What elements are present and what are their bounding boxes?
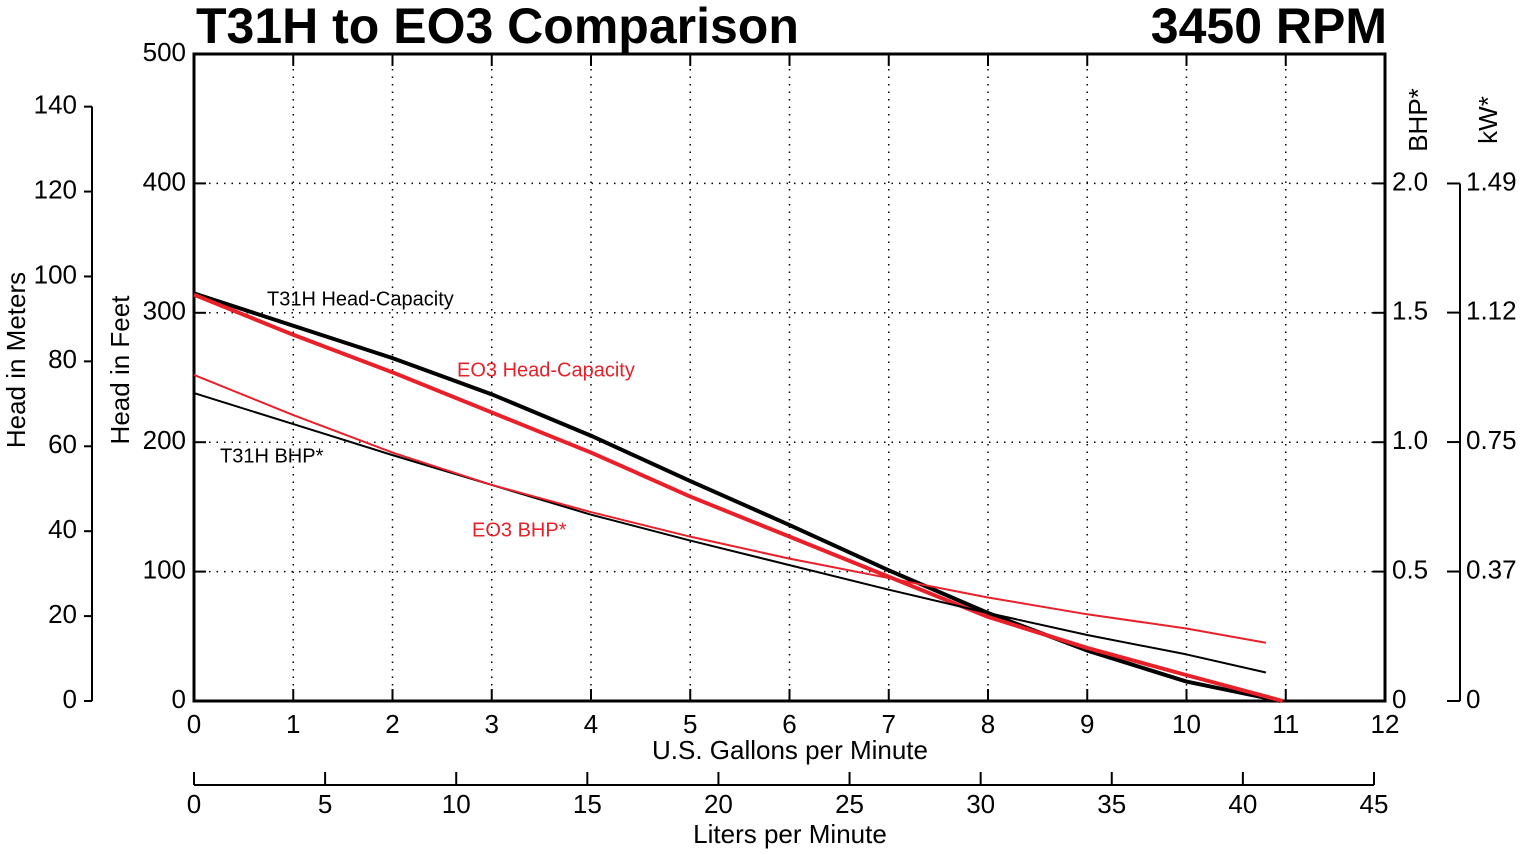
x2-tick-label: 45 (1360, 789, 1389, 819)
y-meters-tick-label: 60 (48, 429, 77, 459)
x-tick-label: 4 (584, 709, 598, 739)
y2-tick-label: 1.0 (1392, 425, 1428, 455)
x-tick-label: 3 (485, 709, 499, 739)
y-meters-tick-label: 0 (63, 684, 77, 714)
plot-frame (192, 52, 1387, 703)
y-tick-label: 400 (143, 166, 186, 196)
x-tick-label: 1 (286, 709, 300, 739)
y2-axis-label: BHP* (1403, 88, 1433, 152)
y3-tick-label: 0 (1466, 684, 1480, 714)
y-axis-label: Head in Feet (105, 295, 135, 445)
series-label: EO3 BHP* (472, 519, 567, 541)
x2-tick-label: 20 (704, 789, 733, 819)
y-meters-tick-label: 120 (34, 174, 77, 204)
y2-tick-label: 1.5 (1392, 296, 1428, 326)
y-meters-tick-label: 80 (48, 344, 77, 374)
y-tick-label: 200 (143, 425, 186, 455)
x-tick-label: 8 (981, 709, 995, 739)
x2-tick-label: 40 (1228, 789, 1257, 819)
chart-subtitle: 3450 RPM (1151, 0, 1387, 54)
y3-tick-label: 0.37 (1466, 554, 1517, 584)
x-tick-label: 12 (1371, 709, 1400, 739)
y-meters-tick-label: 20 (48, 599, 77, 629)
y-meters-axis-label: Head in Meters (1, 272, 31, 448)
y2-tick-label: 2.0 (1392, 166, 1428, 196)
y-tick-label: 500 (143, 37, 186, 67)
x-axis-label: U.S. Gallons per Minute (652, 735, 928, 765)
x-tick-label: 9 (1080, 709, 1094, 739)
y-meters-tick-label: 140 (34, 90, 77, 120)
x2-tick-label: 35 (1097, 789, 1126, 819)
y3-tick-label: 1.49 (1466, 166, 1517, 196)
x-tick-label: 6 (782, 709, 796, 739)
y3-axis-label: kW* (1473, 96, 1503, 144)
x-tick-label: 10 (1172, 709, 1201, 739)
x2-tick-label: 15 (573, 789, 602, 819)
x-tick-label: 7 (882, 709, 896, 739)
y3-tick-label: 0.75 (1466, 425, 1517, 455)
x2-axis-label: Liters per Minute (693, 819, 887, 849)
y-tick-label: 0 (172, 684, 186, 714)
series-label: EO3 Head-Capacity (457, 359, 635, 381)
chart-title: T31H to EO3 Comparison (196, 0, 799, 54)
x-tick-label: 5 (683, 709, 697, 739)
y-tick-label: 100 (143, 554, 186, 584)
y2-tick-label: 0 (1392, 684, 1406, 714)
y2-tick-label: 0.5 (1392, 554, 1428, 584)
x-tick-label: 2 (385, 709, 399, 739)
x2-tick-label: 0 (187, 789, 201, 819)
series-label: T31H BHP* (220, 445, 324, 467)
x2-tick-label: 25 (835, 789, 864, 819)
y-meters-tick-label: 100 (34, 259, 77, 289)
series-line (193, 292, 1284, 703)
x2-tick-label: 10 (442, 789, 471, 819)
x2-tick-label: 30 (966, 789, 995, 819)
series-line (193, 291, 1282, 703)
x2-tick-label: 5 (318, 789, 332, 819)
y-meters-tick-label: 40 (48, 514, 77, 544)
series-line (193, 373, 1267, 644)
x-tick-label: 0 (187, 709, 201, 739)
y-tick-label: 300 (143, 296, 186, 326)
y3-tick-label: 1.12 (1466, 295, 1517, 325)
series-label: T31H Head-Capacity (267, 288, 454, 310)
x-tick-label: 11 (1272, 709, 1299, 739)
series-line (193, 392, 1267, 674)
